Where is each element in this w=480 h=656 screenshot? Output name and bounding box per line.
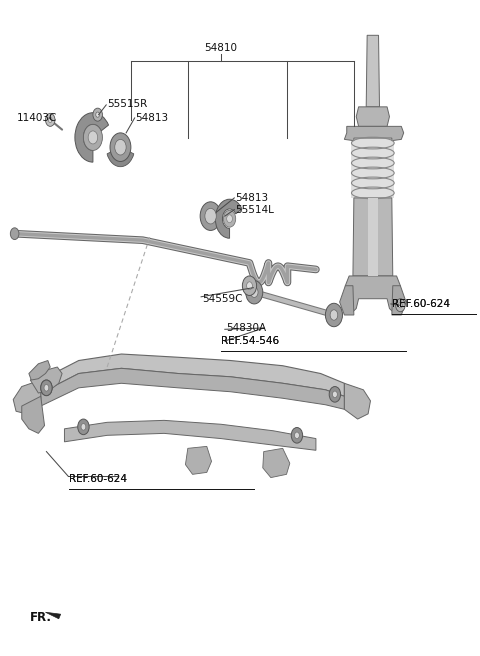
Circle shape [333, 391, 337, 398]
Circle shape [291, 428, 302, 443]
Polygon shape [13, 380, 41, 414]
Circle shape [396, 298, 405, 312]
Polygon shape [263, 448, 290, 478]
Circle shape [84, 125, 102, 150]
Polygon shape [368, 198, 378, 276]
Circle shape [41, 380, 52, 396]
Circle shape [41, 380, 52, 396]
Polygon shape [345, 276, 400, 312]
Circle shape [46, 113, 55, 127]
Circle shape [48, 117, 52, 123]
Polygon shape [340, 286, 354, 315]
Text: 54813: 54813 [235, 193, 268, 203]
Wedge shape [75, 113, 108, 162]
Wedge shape [107, 151, 134, 167]
Text: REF.60-624: REF.60-624 [392, 299, 450, 309]
Text: 11403C: 11403C [17, 113, 58, 123]
Circle shape [44, 384, 49, 391]
Circle shape [330, 310, 338, 320]
Text: REF.60-624: REF.60-624 [69, 474, 127, 484]
Circle shape [81, 424, 86, 430]
Circle shape [246, 281, 263, 304]
Circle shape [325, 303, 342, 327]
Polygon shape [22, 396, 45, 434]
Polygon shape [344, 127, 404, 140]
Circle shape [115, 139, 126, 155]
Polygon shape [392, 286, 406, 315]
Text: 54810: 54810 [204, 43, 238, 53]
Polygon shape [366, 35, 380, 107]
Circle shape [11, 228, 19, 239]
Circle shape [242, 276, 257, 295]
Circle shape [88, 131, 97, 144]
Text: REF.60-624: REF.60-624 [392, 299, 450, 309]
Circle shape [251, 287, 258, 297]
Circle shape [329, 386, 341, 402]
Circle shape [223, 211, 236, 227]
Polygon shape [185, 446, 212, 474]
Polygon shape [41, 354, 344, 396]
Polygon shape [29, 361, 50, 380]
Text: 55515R: 55515R [107, 98, 147, 109]
Polygon shape [46, 612, 60, 619]
Text: REF.54-546: REF.54-546 [221, 336, 279, 346]
Circle shape [247, 282, 252, 289]
Text: 55514L: 55514L [235, 205, 274, 215]
Circle shape [227, 215, 232, 222]
Circle shape [200, 202, 221, 230]
Circle shape [295, 432, 300, 439]
Circle shape [205, 209, 216, 224]
Polygon shape [353, 198, 393, 276]
Polygon shape [41, 368, 344, 409]
Text: FR.: FR. [30, 611, 52, 624]
Circle shape [93, 108, 102, 121]
Circle shape [78, 419, 89, 435]
Polygon shape [64, 420, 316, 450]
Polygon shape [344, 383, 371, 419]
Text: REF.60-624: REF.60-624 [69, 474, 127, 484]
Circle shape [398, 302, 402, 308]
Polygon shape [351, 138, 394, 198]
Text: REF.54-546: REF.54-546 [221, 336, 279, 346]
Text: 54813: 54813 [136, 113, 169, 123]
Circle shape [96, 112, 99, 117]
Text: 54830A: 54830A [226, 323, 266, 333]
Text: 54559C: 54559C [202, 294, 242, 304]
Polygon shape [30, 367, 62, 393]
Circle shape [110, 133, 131, 161]
Polygon shape [356, 107, 389, 127]
Wedge shape [216, 199, 242, 238]
